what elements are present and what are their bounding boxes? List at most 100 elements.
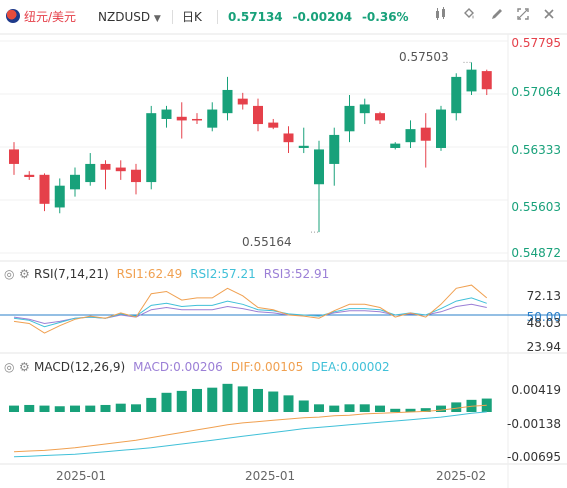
candle-body [314, 149, 324, 185]
rsi-header: ◎ ⚙ RSI(7,14,21) RSI1:62.49 RSI2:57.21 RSI3:5… [4, 266, 337, 282]
symbol-selector[interactable]: NZDUSD ▼ [98, 8, 161, 26]
rsi-tick: 72.13 [526, 289, 561, 303]
candle-body [222, 89, 233, 114]
macd-bar [85, 405, 96, 412]
candle-body [268, 122, 279, 128]
candle-body [405, 129, 416, 143]
divider [172, 10, 173, 24]
macd-bar [451, 402, 462, 412]
macd-bar [207, 387, 218, 412]
candle-body [237, 98, 248, 105]
candle-body [39, 174, 50, 204]
rsi3-line [13, 303, 487, 325]
price-tick: 0.54872 [511, 246, 561, 260]
candle-body [283, 133, 294, 143]
macd-bar [176, 390, 187, 412]
candle-body [359, 104, 370, 114]
candle-body [100, 163, 111, 170]
gear-icon[interactable]: ⚙ [19, 360, 30, 374]
candle-body [253, 105, 263, 125]
macd-tick: -0.00695 [507, 450, 561, 464]
candle-body [85, 163, 96, 183]
macd-bar [344, 404, 355, 412]
macd-tick: -0.00138 [507, 417, 561, 431]
x-tick: 2025-01 [56, 469, 107, 483]
market-label: 纽元/美元 [24, 10, 77, 24]
candle-body [24, 174, 35, 177]
macd-bar [253, 388, 263, 412]
price-change: -0.00204 [292, 10, 353, 24]
gear-icon[interactable]: ⚙ [19, 267, 30, 281]
gear-icon[interactable] [538, 7, 560, 27]
price-tick: 0.56333 [511, 143, 561, 157]
macd-bar [237, 386, 248, 412]
macd-bar [100, 404, 111, 412]
market-selector[interactable]: 纽元/美元 [6, 8, 76, 26]
pencil-icon[interactable] [486, 7, 508, 27]
macd-bar [481, 398, 492, 412]
period-selector[interactable]: 日K [182, 8, 202, 26]
price-tick: 0.55603 [511, 200, 561, 214]
divider [217, 10, 218, 24]
candlestick-chart-icon[interactable] [430, 7, 452, 27]
macd-bar [390, 408, 401, 412]
rsi-tick: 48.03 [526, 316, 561, 330]
macd-bar [54, 406, 65, 412]
paint-bucket-icon[interactable] [458, 7, 480, 27]
candle-body [481, 71, 492, 90]
candle-body [161, 109, 172, 119]
macd-title[interactable]: MACD(12,26,9) [34, 360, 126, 374]
rsi-tick: 50.00 [526, 310, 561, 324]
candle-body [451, 76, 462, 114]
macd-bar [405, 408, 416, 412]
candle-body [9, 149, 19, 164]
macd-bar [466, 399, 477, 412]
x-tick: 2025-02 [436, 469, 487, 483]
rsi1-line [13, 284, 488, 334]
symbol-label: NZDUSD [98, 10, 151, 24]
candle-body [70, 174, 80, 190]
macd-bar [314, 404, 324, 412]
candle-body [390, 143, 401, 148]
macd-bar [222, 383, 233, 412]
candle-body [466, 69, 477, 92]
candle-body [420, 127, 431, 141]
candle-body [131, 169, 141, 183]
rsi2-line [13, 297, 487, 328]
candle-body [115, 167, 126, 172]
price-tick: 0.57064 [511, 85, 561, 99]
macd-bar [359, 404, 370, 412]
candle-body [375, 113, 385, 121]
candle-body [146, 113, 157, 183]
x-tick: 2025-01 [245, 469, 296, 483]
rsi1-value: RSI1:62.49 [116, 267, 183, 281]
rsi2-value: RSI2:57.21 [190, 267, 256, 281]
candle-body [192, 118, 202, 121]
period-label: 日K [182, 10, 202, 24]
macd-bar [131, 404, 141, 412]
macd-bar [298, 400, 309, 412]
candle-body [329, 134, 340, 164]
rsi-title[interactable]: RSI(7,14,21) [34, 267, 109, 281]
eye-icon[interactable]: ◎ [4, 360, 15, 374]
macd-bar [70, 405, 80, 412]
expand-icon[interactable] [512, 7, 534, 27]
chevron-down-icon: ▼ [153, 14, 161, 24]
nz-us-flag-icon [6, 9, 20, 23]
rsi-tick: 23.94 [526, 340, 561, 354]
macd-bar [283, 395, 294, 412]
macd-bar [436, 405, 446, 412]
macd-bar [375, 405, 385, 412]
rsi3-value: RSI3:52.91 [263, 267, 330, 281]
last-price: 0.57134 [228, 10, 283, 24]
candle-body [54, 185, 65, 208]
macd-bar [268, 391, 279, 412]
macd-tick: 0.00419 [511, 383, 561, 397]
price-tick: 0.57795 [511, 36, 561, 50]
eye-icon[interactable]: ◎ [4, 267, 15, 281]
quote-summary: 0.57134 -0.00204 -0.36% [228, 8, 409, 26]
candle-body [436, 109, 446, 148]
macd-value: MACD:0.00206 [133, 360, 223, 374]
macd-bar [192, 388, 202, 412]
